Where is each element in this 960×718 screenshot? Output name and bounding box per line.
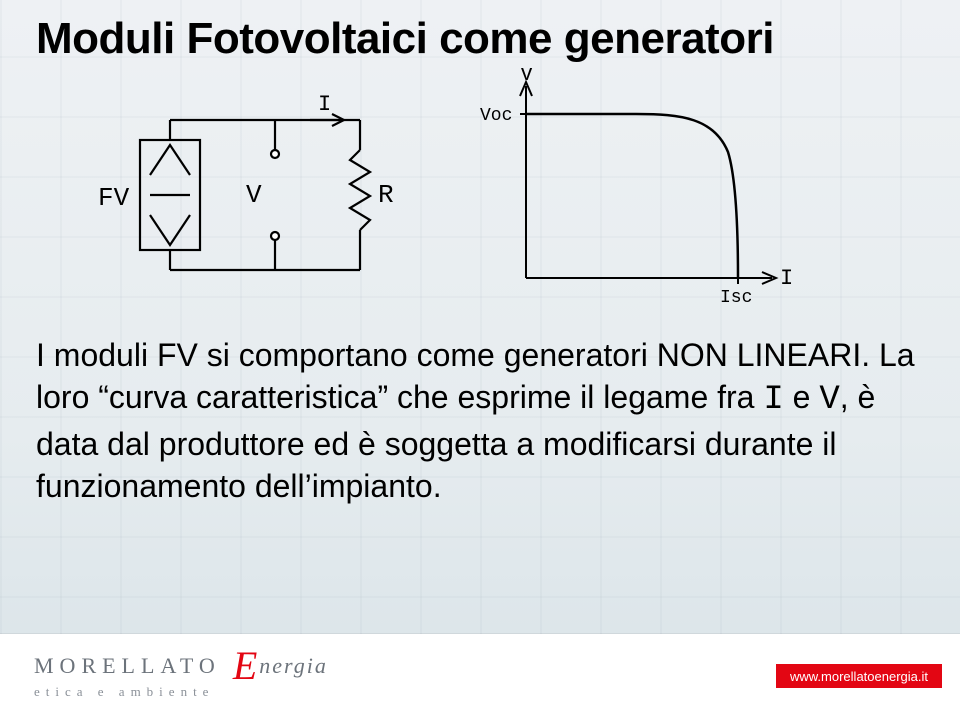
slide: Moduli Fotovoltaici come generatori — [0, 0, 960, 718]
axis-label-voc: Voc — [480, 106, 512, 126]
body-var-i: I — [763, 381, 783, 419]
diagrams-row: FV V I R V Voc I — [36, 68, 924, 328]
label-fv: FV — [98, 183, 130, 213]
circuit-diagram: FV V I R — [60, 80, 440, 320]
body-text: I moduli FV si comportano come generator… — [36, 334, 924, 508]
label-i: I — [318, 92, 331, 117]
page-title: Moduli Fotovoltaici come generatori — [36, 14, 924, 64]
label-r: R — [378, 180, 394, 210]
body-var-v: V — [819, 381, 839, 419]
brand-sub: nergia — [259, 653, 328, 679]
footer: MORELLATO E nergia etica e ambiente www.… — [0, 634, 960, 718]
brand-tagline: etica e ambiente — [34, 684, 328, 700]
iv-curve-path — [526, 114, 738, 278]
body-seg2: e — [784, 379, 820, 415]
axis-label-v: V — [520, 68, 534, 87]
brand-url: www.morellatoenergia.it — [776, 664, 942, 688]
label-v: V — [246, 180, 262, 210]
iv-curve: V Voc Isc I — [466, 68, 796, 318]
brand-logo: MORELLATO E nergia etica e ambiente — [34, 652, 328, 700]
axis-label-isc: Isc — [720, 288, 752, 308]
axis-label-i: I — [780, 266, 793, 291]
brand-e-icon: E — [233, 652, 257, 680]
brand-name: MORELLATO — [34, 653, 221, 679]
